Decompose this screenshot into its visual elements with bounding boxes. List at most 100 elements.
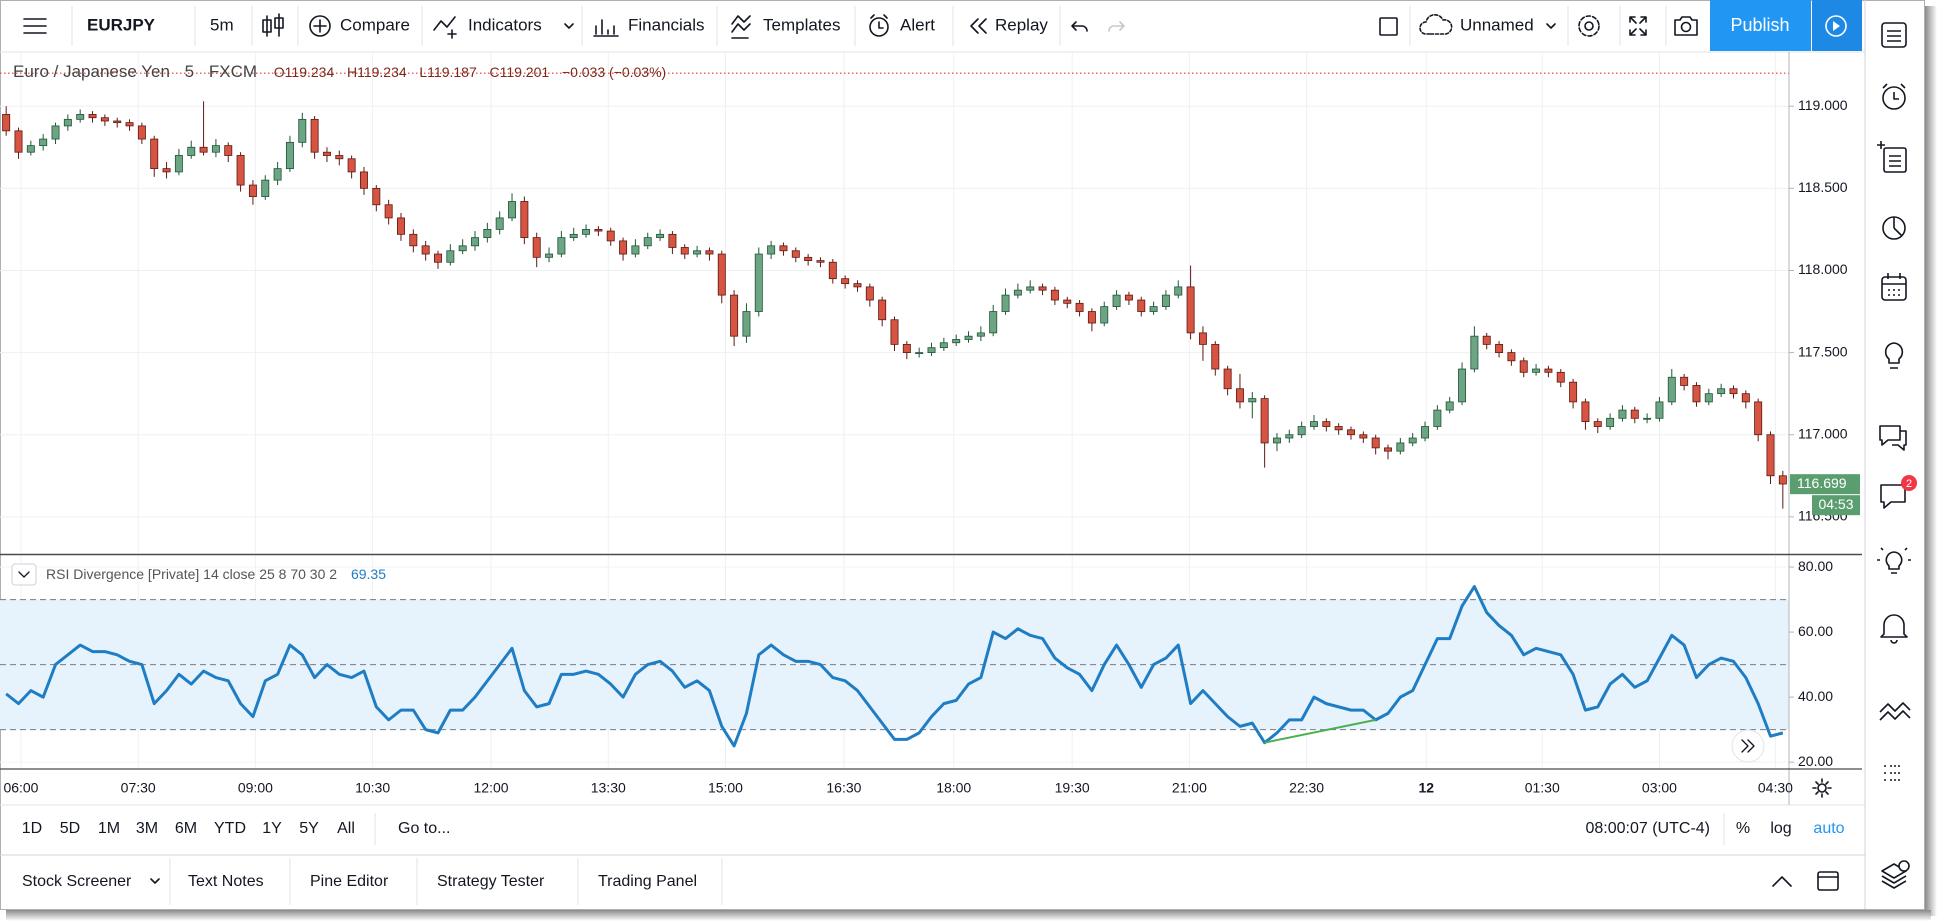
candle-body bbox=[409, 233, 418, 247]
fullscreen-button[interactable] bbox=[1629, 16, 1647, 36]
rsi-line bbox=[5, 585, 1784, 748]
ideas-button[interactable] bbox=[1884, 342, 1904, 369]
candle-body bbox=[508, 201, 517, 219]
percent-toggle[interactable]: % bbox=[1736, 820, 1750, 837]
y-tick-label: 119.000 bbox=[1798, 97, 1848, 113]
range-button[interactable]: 1M bbox=[98, 820, 120, 837]
candle-body bbox=[1396, 442, 1405, 452]
clock[interactable]: 08:00:07 (UTC-4) bbox=[1586, 820, 1711, 837]
candle-body bbox=[1667, 376, 1676, 403]
candle-body bbox=[668, 233, 677, 248]
layout-dropdown[interactable] bbox=[1546, 23, 1556, 29]
auto-toggle[interactable]: auto bbox=[1813, 820, 1844, 837]
cloud-icon[interactable] bbox=[1419, 14, 1453, 35]
candle-body bbox=[915, 352, 924, 355]
candle-body bbox=[1433, 409, 1442, 427]
calendar-button[interactable] bbox=[1881, 273, 1907, 301]
symbol-description: Euro / Japanese Yen bbox=[13, 62, 170, 81]
data-window-button[interactable] bbox=[1877, 141, 1907, 173]
range-button[interactable]: 1Y bbox=[262, 820, 282, 837]
candle-body bbox=[421, 245, 430, 255]
candle-body bbox=[113, 120, 122, 124]
range-button[interactable]: All bbox=[337, 820, 355, 837]
undo-button[interactable] bbox=[1071, 21, 1088, 32]
alert-icon[interactable] bbox=[869, 14, 889, 37]
candle-body bbox=[828, 261, 837, 280]
window-shadow bbox=[6, 910, 1931, 921]
menu-button[interactable] bbox=[23, 18, 47, 34]
candle-body bbox=[952, 339, 961, 344]
publish-button[interactable] bbox=[1710, 0, 1811, 51]
panel-tab[interactable]: Text Notes bbox=[188, 873, 264, 890]
symbol[interactable]: EURJPY bbox=[87, 15, 156, 34]
chats-button[interactable] bbox=[1879, 425, 1907, 451]
range-button[interactable]: 1D bbox=[22, 820, 42, 837]
notifications-bell-button[interactable] bbox=[1880, 614, 1908, 644]
candle-body bbox=[1729, 388, 1738, 395]
candle-body bbox=[137, 125, 146, 140]
range-button[interactable]: 5D bbox=[60, 820, 80, 837]
last-price-label: 116.699 bbox=[1797, 475, 1847, 491]
publish-label[interactable]: Publish bbox=[1730, 15, 1789, 35]
goto-button[interactable]: Go to... bbox=[398, 820, 450, 837]
indicators-button[interactable]: Indicators bbox=[468, 15, 542, 34]
candle-body bbox=[1507, 352, 1516, 362]
financials-icon[interactable] bbox=[593, 19, 619, 37]
chart-style-button[interactable] bbox=[262, 13, 284, 37]
indicator-collapse-button[interactable] bbox=[11, 563, 37, 586]
panel-tab[interactable]: Pine Editor bbox=[310, 873, 389, 890]
compare-button[interactable]: Compare bbox=[340, 15, 410, 34]
panel-tab[interactable]: Stock Screener bbox=[22, 873, 132, 890]
candle-body bbox=[88, 114, 97, 119]
range-button[interactable]: YTD bbox=[214, 820, 246, 837]
candle-body bbox=[211, 145, 220, 153]
interval[interactable]: 5m bbox=[210, 15, 234, 34]
layout-name[interactable]: Unnamed bbox=[1460, 15, 1534, 34]
scroll-to-realtime-button[interactable] bbox=[1731, 729, 1765, 763]
templates-button[interactable]: Templates bbox=[763, 15, 840, 34]
alerts-button[interactable] bbox=[1882, 83, 1906, 110]
templates-icon[interactable] bbox=[731, 15, 751, 39]
financials-button[interactable]: Financials bbox=[628, 15, 705, 34]
indicator-legend: RSI Divergence [Private] 14 close 25 8 7… bbox=[46, 566, 386, 582]
layout-select-button[interactable] bbox=[1379, 17, 1398, 36]
x-tick-label: 01:30 bbox=[1525, 780, 1560, 796]
candle-body bbox=[1544, 368, 1553, 373]
drawing-tools-button[interactable] bbox=[1879, 702, 1911, 721]
settings-button[interactable] bbox=[1578, 15, 1600, 37]
candle-body bbox=[483, 229, 492, 239]
hotlist-button[interactable] bbox=[1882, 216, 1906, 240]
indicators-dropdown[interactable] bbox=[564, 23, 574, 29]
replay-button[interactable]: Replay bbox=[995, 15, 1048, 34]
axes: 06:00 07:30 09:00 10:30 12:00 13:30 15:00 16:30… bbox=[0, 52, 1865, 856]
panel-tab[interactable]: Trading Panel bbox=[598, 873, 697, 890]
panel-tab[interactable]: Strategy Tester bbox=[437, 873, 545, 890]
range-button[interactable]: 5Y bbox=[299, 820, 319, 837]
compare-icon[interactable] bbox=[309, 15, 331, 37]
candle-body bbox=[1260, 398, 1269, 444]
streams-button[interactable] bbox=[1877, 547, 1911, 574]
watchlist-button[interactable] bbox=[1881, 22, 1907, 48]
panel-window-button[interactable] bbox=[1817, 871, 1839, 891]
screener-dropdown[interactable] bbox=[150, 878, 160, 884]
log-toggle[interactable]: log bbox=[1770, 820, 1791, 837]
y-tick-label: 118.500 bbox=[1798, 179, 1848, 195]
last-price-box bbox=[1790, 474, 1860, 495]
indicators-icon[interactable] bbox=[433, 16, 457, 39]
replay-icon[interactable] bbox=[970, 18, 987, 34]
object-tree-button[interactable] bbox=[1884, 765, 1902, 781]
broker-button[interactable] bbox=[1881, 860, 1910, 889]
candle-body bbox=[1112, 294, 1121, 308]
maximize-panel-button[interactable] bbox=[1772, 876, 1792, 887]
range-button[interactable]: 6M bbox=[175, 820, 197, 837]
window-shadow bbox=[1925, 6, 1937, 916]
redo-button[interactable] bbox=[1108, 21, 1125, 32]
candle-body bbox=[1075, 302, 1084, 312]
range-button[interactable]: 3M bbox=[136, 820, 158, 837]
x-tick-label: 06:00 bbox=[3, 780, 38, 796]
time-axis-settings[interactable] bbox=[1812, 778, 1832, 798]
alert-button[interactable]: Alert bbox=[900, 15, 935, 34]
snapshot-button[interactable] bbox=[1674, 16, 1698, 36]
candle-body bbox=[717, 253, 726, 296]
